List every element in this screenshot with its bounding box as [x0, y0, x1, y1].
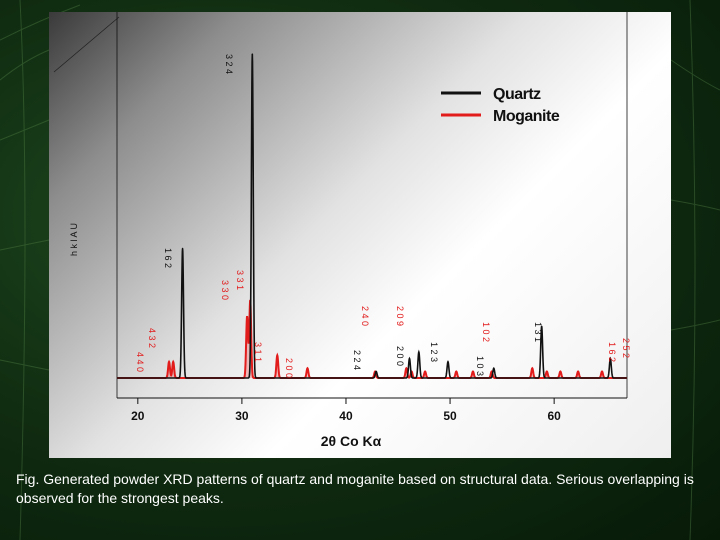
figure-panel: 20 30 40 50 60 3 2 4 1 6 2 3 3 0 3 3 1 4 3 2… — [49, 12, 671, 458]
peak-label-moganite-h: 2 0 9 — [395, 306, 405, 326]
peak-point-moganite — [472, 370, 474, 373]
peak-point-moganite — [306, 367, 309, 369]
x-tick-label: 60 — [547, 409, 561, 423]
peak-point-moganite — [559, 370, 561, 373]
peak-point-quartz — [408, 357, 411, 360]
peak-point-moganite — [577, 370, 579, 373]
y-axis-annotation: h k l A U — [69, 223, 79, 256]
legend-label-quartz: Quartz — [493, 86, 541, 103]
peak-label-quartz-100: 1 6 2 — [163, 248, 173, 268]
peak-point-moganite — [491, 370, 493, 373]
peak-point-moganite — [276, 354, 278, 356]
peak-label-quartz-c: 2 2 4 — [352, 350, 362, 370]
figure-caption: Fig. Generated powder XRD patterns of qu… — [16, 471, 694, 506]
peak-label-moganite-f: 2 0 0 — [284, 358, 294, 378]
peak-point-quartz — [541, 325, 543, 327]
peak-label-quartz-e: 1 2 3 — [429, 342, 439, 362]
peak-label-moganite-e: 3 1 1 — [253, 342, 263, 362]
peak-point-quartz — [418, 351, 420, 353]
peak-point-moganite — [546, 370, 548, 373]
xrd-chart: 20 30 40 50 60 3 2 4 1 6 2 3 3 0 3 3 1 4 3 2… — [53, 12, 631, 449]
y-axis-annotation-text: h k l A U — [69, 223, 79, 256]
peak-label-quartz-d: 2 0 0 — [395, 346, 405, 366]
peak-point-quartz — [493, 367, 495, 369]
peak-label-quartz-101: 3 2 4 — [224, 54, 234, 74]
decorative-line — [53, 16, 120, 73]
peak-label-moganite-j: 1 6 2 — [607, 342, 617, 362]
peak-point-moganite — [405, 367, 407, 369]
peak-point-moganite — [246, 315, 248, 318]
peak-point-quartz — [251, 53, 253, 55]
series-layer — [117, 53, 627, 379]
x-tick-label: 30 — [235, 409, 249, 423]
peak-point-quartz — [375, 370, 377, 373]
peak-point-moganite — [531, 367, 533, 369]
series-line-moganite — [117, 299, 627, 379]
peak-point-moganite — [424, 370, 426, 373]
peak-label-moganite-a: 3 3 0 — [220, 280, 230, 300]
peak-label-moganite-i: 1 0 2 — [481, 322, 491, 342]
x-tick-label: 50 — [443, 409, 457, 423]
peak-point-moganite — [455, 370, 457, 373]
x-tick-label: 40 — [339, 409, 353, 423]
series-line-quartz — [117, 53, 627, 379]
peak-label-moganite-d: 4 4 0 — [135, 352, 145, 372]
peak-annotations: 3 2 4 1 6 2 3 3 0 3 3 1 4 3 2 4 4 0 3 1 … — [135, 54, 631, 378]
legend: Quartz Moganite — [441, 86, 560, 125]
peak-point-moganite — [168, 361, 170, 363]
x-axis-title: 2θ Co Kα — [321, 433, 382, 449]
peak-label-quartz-f: 1 0 3 — [475, 356, 485, 376]
peak-point-quartz — [447, 361, 449, 363]
x-axis-ticks: 20 30 40 50 60 — [131, 398, 561, 423]
x-tick-label: 20 — [131, 409, 145, 423]
peak-point-quartz — [609, 357, 611, 360]
peak-point-moganite — [172, 361, 174, 363]
legend-label-moganite: Moganite — [493, 108, 560, 125]
peak-label-moganite-k: 2 5 2 — [621, 338, 631, 358]
peak-point-quartz — [181, 247, 184, 249]
peak-point-moganite — [601, 370, 603, 373]
peak-label-moganite-b: 3 3 1 — [235, 270, 245, 290]
peak-label-quartz-g: 1 3 1 — [533, 322, 543, 342]
peak-label-moganite-c: 4 3 2 — [147, 328, 157, 348]
peak-label-moganite-g: 2 4 0 — [360, 306, 370, 326]
